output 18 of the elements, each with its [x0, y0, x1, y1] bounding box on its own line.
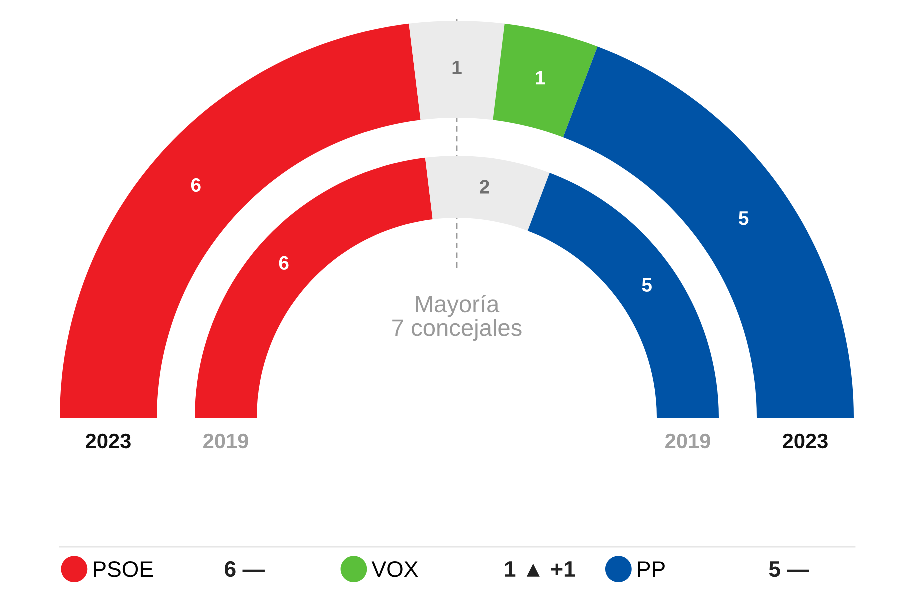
text: 1 ▲ +1 [505, 562, 576, 577]
text: 5 — [769, 562, 810, 578]
data-label: 1 [536, 71, 546, 85]
data-label: 5 [642, 278, 652, 292]
data-label: 6 [191, 178, 201, 192]
text: 2019 [666, 434, 710, 449]
slice-label: 2023 [86, 434, 131, 449]
legend-label: PSOE [94, 562, 154, 578]
legend-label: VOX [372, 562, 418, 578]
data-label: 5 [739, 212, 749, 226]
text: 2023 [783, 434, 828, 449]
data-label: 2 [480, 180, 490, 194]
slice-label: 2019 [204, 434, 248, 449]
text: Mayoría 7 concejales [392, 294, 522, 342]
data-label: 1 [452, 61, 462, 75]
data-label: 6 [279, 256, 289, 270]
legend-label: PP [638, 562, 665, 578]
text: 6 — [225, 561, 265, 578]
